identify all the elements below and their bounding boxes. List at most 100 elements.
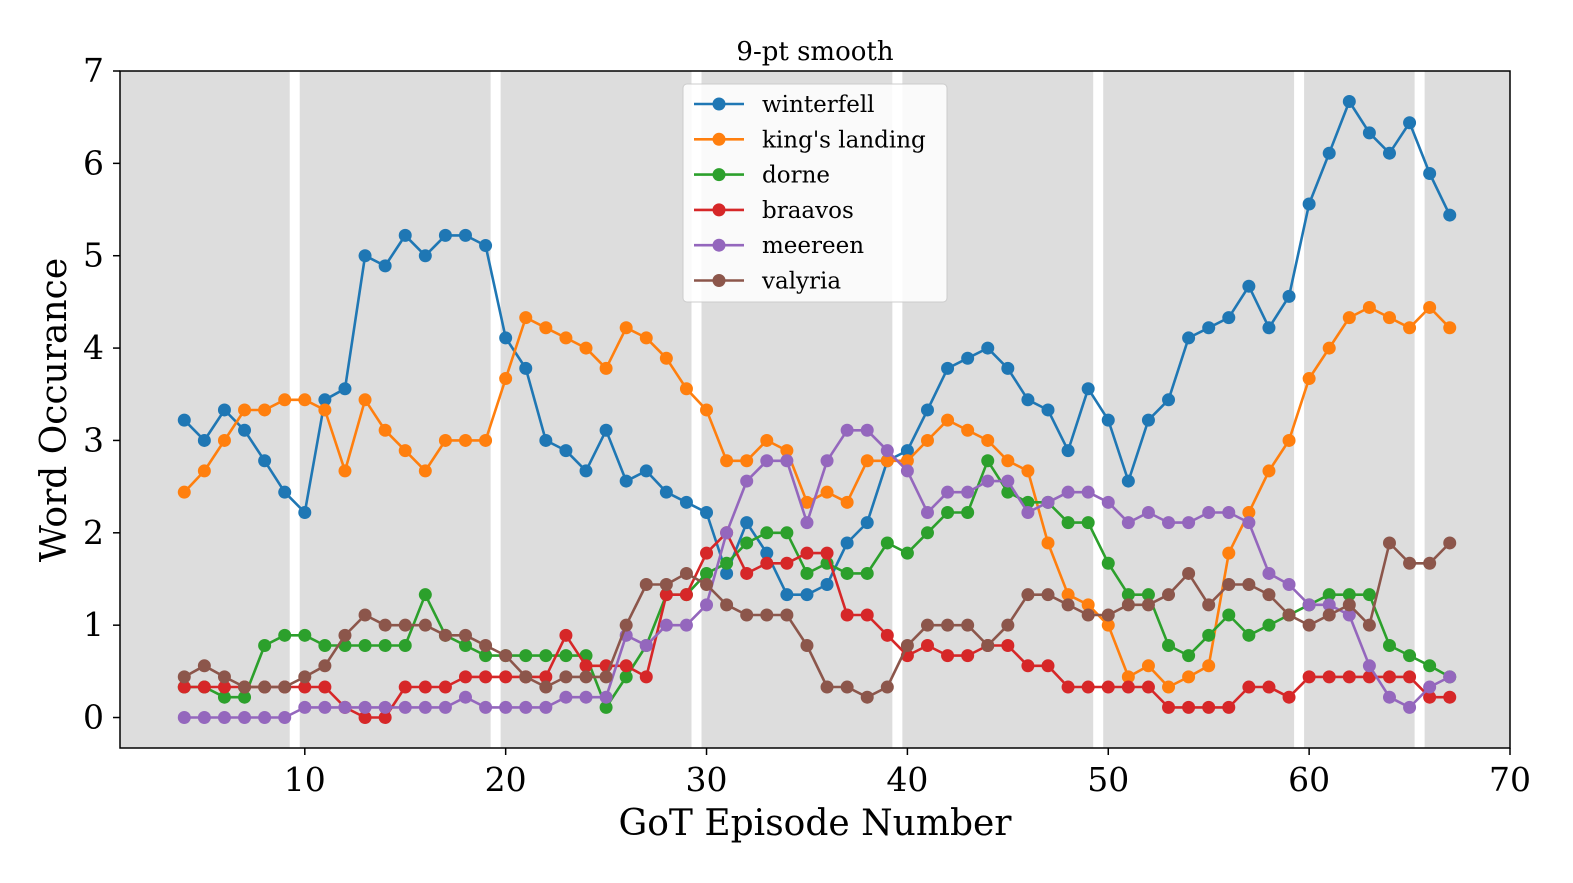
point-king-s-landing-ep7: [238, 403, 252, 417]
point-dorne-ep19: [479, 649, 493, 663]
point-winterfell-ep12: [338, 382, 352, 396]
point-meereen-ep67: [1443, 670, 1457, 684]
point-king-s-landing-ep27: [639, 331, 653, 345]
point-valyria-ep56: [1222, 578, 1236, 592]
point-winterfell-ep20: [499, 331, 513, 345]
point-king-s-landing-ep37: [840, 495, 854, 509]
point-dorne-ep11: [318, 638, 332, 652]
point-meereen-ep58: [1262, 566, 1276, 580]
point-dorne-ep40: [900, 546, 914, 560]
point-dorne-ep13: [358, 638, 372, 652]
point-braavos-ep53: [1162, 700, 1176, 714]
legend-item-braavos: braavos: [694, 198, 854, 224]
point-dorne-ep23: [559, 649, 573, 663]
point-meereen-ep64: [1382, 690, 1396, 704]
point-dorne-ep7: [238, 690, 252, 704]
point-winterfell-ep37: [840, 536, 854, 550]
line-king-s-landing: [183, 306, 1451, 689]
point-dorne-ep37: [840, 566, 854, 580]
point-braavos-ep27: [639, 670, 653, 684]
point-braavos-ep38: [860, 608, 874, 622]
x-tick-label-40: 40: [886, 760, 928, 799]
x-tick-label-20: 20: [485, 760, 527, 799]
point-meereen-ep16: [418, 700, 432, 714]
point-braavos-ep28: [659, 588, 673, 602]
point-valyria-ep52: [1141, 598, 1155, 612]
point-king-s-landing-ep35: [800, 495, 814, 509]
point-braavos-ep49: [1081, 680, 1095, 694]
point-dorne-ep10: [298, 628, 312, 642]
point-winterfell-ep29: [679, 495, 693, 509]
point-braavos-ep43: [961, 649, 975, 663]
point-braavos-ep16: [418, 680, 432, 694]
point-king-s-landing-ep31: [720, 454, 734, 468]
point-king-s-landing-ep48: [1061, 588, 1075, 602]
point-king-s-landing-ep20: [499, 372, 513, 386]
point-braavos-ep63: [1362, 670, 1376, 684]
line-braavos: [184, 531, 1450, 719]
point-dorne-ep58: [1262, 618, 1276, 632]
point-braavos-ep13: [358, 711, 372, 725]
point-meereen-ep25: [599, 690, 613, 704]
point-dorne-ep51: [1121, 588, 1135, 602]
point-valyria-ep43: [961, 618, 975, 632]
point-meereen-ep20: [499, 700, 513, 714]
point-valyria-ep15: [398, 618, 412, 632]
legend-label-meereen: meereen: [762, 233, 864, 259]
point-dorne-ep25: [599, 700, 613, 714]
y-tick-label-3: 3: [83, 420, 104, 459]
point-dorne-ep49: [1081, 516, 1095, 530]
point-winterfell-ep42: [941, 361, 955, 375]
point-winterfell-ep57: [1242, 279, 1256, 293]
line-winterfell: [183, 100, 1451, 597]
point-king-s-landing-ep24: [579, 341, 593, 355]
season-break-5: [1093, 71, 1104, 748]
point-king-s-landing-ep42: [941, 413, 955, 427]
point-braavos-ep19: [479, 670, 493, 684]
point-dorne-ep21: [519, 649, 533, 663]
point-valyria-ep28: [659, 578, 673, 592]
point-meereen-ep33: [760, 454, 774, 468]
point-braavos-ep65: [1403, 670, 1417, 684]
point-valyria-ep30: [700, 578, 714, 592]
point-valyria-ep29: [679, 566, 693, 580]
point-king-s-landing-ep57: [1242, 505, 1256, 519]
point-valyria-ep54: [1182, 566, 1196, 580]
legend-marker-meereen: [712, 238, 726, 252]
point-braavos-ep61: [1322, 670, 1336, 684]
point-winterfell-ep30: [700, 505, 714, 519]
point-braavos-ep15: [398, 680, 412, 694]
point-meereen-ep50: [1101, 495, 1115, 509]
point-winterfell-ep6: [217, 403, 231, 417]
point-dorne-ep42: [941, 505, 955, 519]
point-king-s-landing-ep19: [479, 433, 493, 447]
point-dorne-ep53: [1162, 638, 1176, 652]
series-winterfell: [177, 94, 1457, 602]
legend-marker-braavos: [712, 203, 726, 217]
point-braavos-ep58: [1262, 680, 1276, 694]
point-braavos-ep24: [579, 659, 593, 673]
point-dorne-ep56: [1222, 608, 1236, 622]
legend-box: [682, 83, 948, 303]
point-valyria-ep24: [579, 670, 593, 684]
point-king-s-landing-ep55: [1202, 659, 1216, 673]
legend-marker-dorne: [712, 168, 726, 182]
point-king-s-landing-ep33: [760, 433, 774, 447]
point-braavos-ep11: [318, 680, 332, 694]
point-meereen-ep6: [217, 711, 231, 725]
point-dorne-ep52: [1141, 588, 1155, 602]
point-winterfell-ep22: [539, 433, 553, 447]
point-king-s-landing-ep29: [679, 382, 693, 396]
point-valyria-ep64: [1382, 536, 1396, 550]
season-break-1: [289, 71, 300, 748]
point-king-s-landing-ep64: [1382, 311, 1396, 325]
legend-item-valyria: valyria: [694, 269, 841, 295]
point-winterfell-ep43: [961, 351, 975, 365]
point-meereen-ep18: [458, 690, 472, 704]
series-valyria: [177, 536, 1457, 704]
point-meereen-ep60: [1302, 598, 1316, 612]
point-valyria-ep13: [358, 608, 372, 622]
point-dorne-ep64: [1382, 638, 1396, 652]
point-valyria-ep21: [519, 670, 533, 684]
point-king-s-landing-ep30: [700, 403, 714, 417]
